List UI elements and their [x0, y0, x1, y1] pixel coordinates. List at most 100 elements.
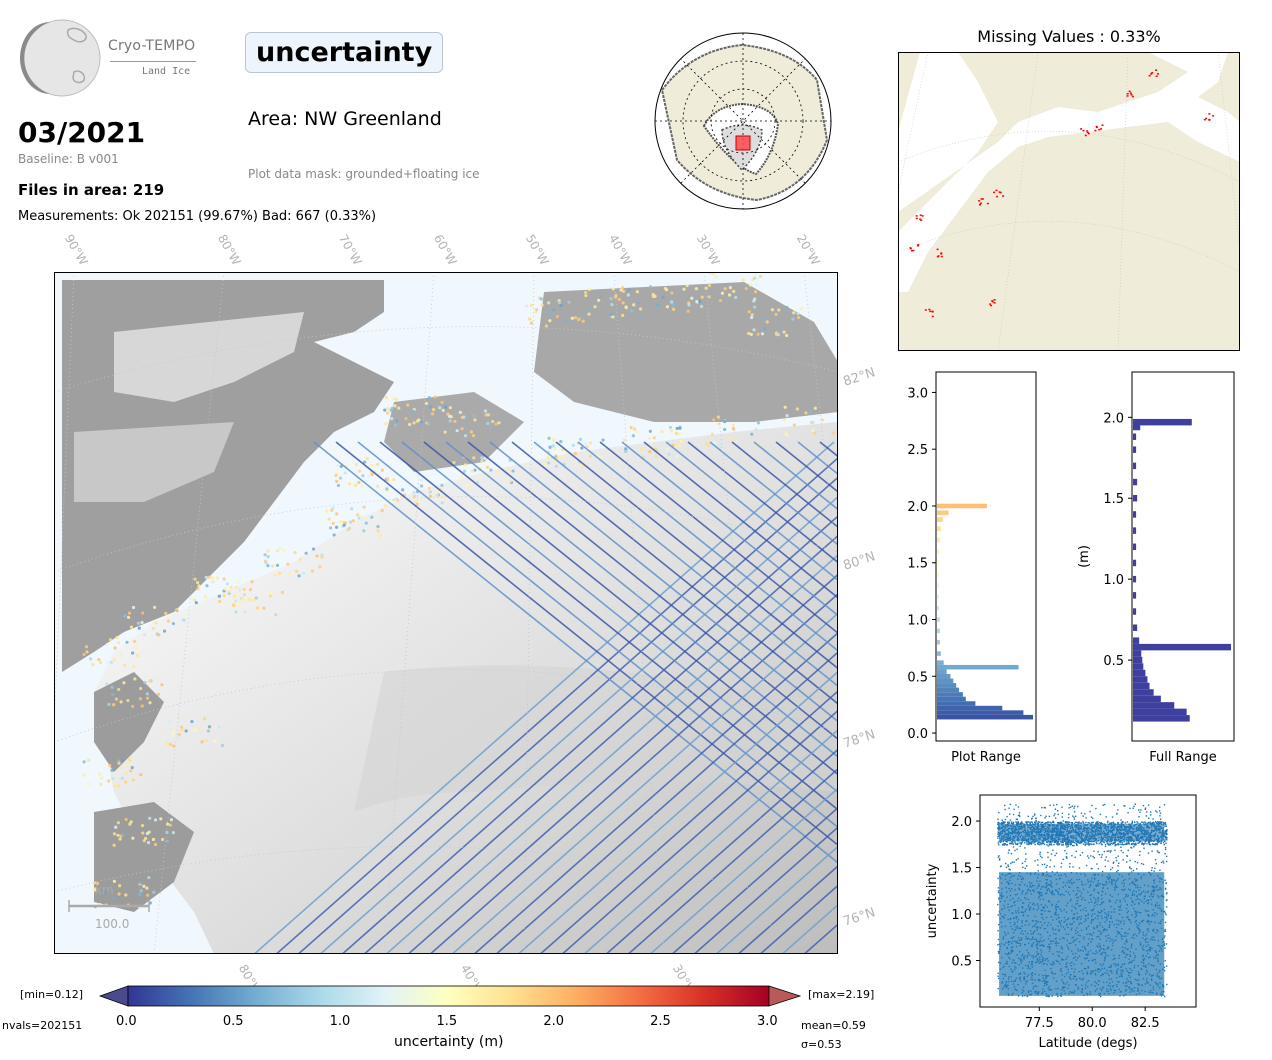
scatter-xtick-label: 77.5	[1025, 1016, 1054, 1031]
scatter-ytick-label: 1.0	[951, 908, 972, 923]
colorbar-tick-4: 2.0	[543, 1014, 565, 1029]
colorbar	[98, 985, 802, 1007]
histogram-bar	[1133, 676, 1148, 683]
histogram-bar	[937, 696, 966, 702]
histogram-bar	[937, 583, 939, 588]
histogram-bar	[1133, 559, 1137, 567]
histogram-bar	[1133, 689, 1154, 696]
track-line	[671, 806, 838, 954]
colorbar-label: uncertainty (m)	[394, 1034, 504, 1050]
track-line	[627, 767, 838, 954]
histogram-tick-label: 1.0	[1103, 573, 1124, 588]
track-line	[605, 748, 838, 954]
colorbar-tick-1: 0.5	[222, 1014, 244, 1029]
histogram-bar	[1133, 682, 1150, 690]
track-line	[297, 476, 838, 954]
histogram-bar	[937, 517, 943, 522]
colorbar-tick-6: 3.0	[757, 1014, 778, 1029]
lat-label-76n: 76°N	[841, 905, 878, 930]
histogram-bar	[1133, 702, 1175, 709]
lon-label-30w: 30°W	[693, 232, 723, 268]
histogram-bar	[937, 594, 939, 600]
cryotempo-logo: Cryo-TEMPO Land Ice	[18, 16, 208, 100]
histogram-tick-label: 0.5	[907, 670, 928, 685]
track-line	[385, 553, 838, 954]
histogram-ylabel: (m)	[1077, 545, 1092, 568]
histogram-tick-label: 1.5	[907, 557, 928, 572]
main-map-frame: km 100.0	[54, 272, 838, 954]
scatter-xtick-label: 82.5	[1131, 1016, 1160, 1031]
histogram-bar	[937, 660, 944, 665]
track-line	[649, 787, 838, 954]
nvals-label: nvals=202151	[2, 1019, 83, 1032]
histogram-xlabel: Plot Range	[951, 750, 1021, 765]
scatter-ytick-label: 2.0	[951, 815, 972, 830]
mask-label: Plot data mask: grounded+floating ice	[248, 167, 480, 181]
track-line	[561, 709, 838, 954]
histogram-bar	[1133, 575, 1137, 583]
track-line	[583, 728, 838, 954]
lon-label-70w: 70°W	[335, 232, 365, 268]
track-line	[473, 631, 838, 954]
polar-locator-map	[654, 32, 832, 210]
track-line	[693, 826, 838, 954]
right-charts: 0.0 0.5 1.0 1.5 2.0 2.5 3.0 Plot Range 0.5 1.0 1.5…	[907, 371, 1235, 1051]
histogram-bar	[1133, 446, 1137, 453]
histogram-bar	[1133, 663, 1144, 670]
track-line	[429, 592, 838, 954]
logo-title: Cryo-TEMPO	[108, 38, 196, 54]
histogram-bar	[937, 687, 960, 693]
scatter-ylabel: uncertainty	[925, 863, 940, 938]
histogram-bar	[937, 605, 939, 611]
histogram-tick-label: 0.5	[1103, 654, 1124, 669]
logo-divider	[110, 61, 196, 62]
histogram-tick-label: 2.0	[907, 500, 928, 515]
track-line	[341, 515, 838, 954]
missing-values-points	[909, 69, 1215, 318]
histogram-bar	[1133, 715, 1190, 722]
histogram-bar	[1133, 433, 1137, 440]
sigma-label: σ=0.53	[801, 1038, 842, 1051]
histogram-bar	[937, 710, 1024, 715]
area-highlight-box	[735, 135, 751, 151]
histogram-xlabel: Full Range	[1149, 750, 1217, 765]
histogram-bar	[1133, 624, 1138, 631]
histogram-bar	[937, 503, 987, 509]
colorbar-min-extend	[98, 985, 129, 1007]
histogram-bar	[1133, 423, 1141, 431]
lon-label-80w: 80°W	[214, 232, 244, 268]
lon-label-90w: 90°W	[61, 232, 91, 268]
histogram-bar	[937, 692, 963, 697]
track-line	[511, 441, 838, 705]
track-line	[665, 441, 838, 582]
satellite-tracks	[253, 441, 838, 954]
histogram-bar	[937, 669, 947, 675]
lon-label-50w: 50°W	[522, 232, 552, 268]
histogram-bar	[937, 510, 949, 516]
lon-label-60w: 60°W	[430, 232, 460, 268]
lat-label-78n: 78°N	[841, 727, 878, 752]
track-line	[709, 441, 838, 546]
histogram-bar	[937, 571, 939, 577]
histogram-bar	[937, 678, 954, 684]
histogram-bar	[1133, 708, 1187, 716]
histogram-bar	[1133, 462, 1137, 470]
colorbar-min-label: [min=0.12]	[20, 988, 84, 1001]
histogram-tick-label: 2.5	[907, 443, 928, 458]
period-date: 03/2021	[18, 116, 146, 149]
histogram-bar	[937, 714, 1033, 720]
lat-label-82n: 82°N	[841, 365, 878, 390]
track-line	[621, 441, 838, 617]
lat-label-80n: 80°N	[841, 549, 878, 574]
track-line	[363, 534, 838, 954]
track-line	[517, 670, 838, 954]
histogram-tick-label: 0.0	[907, 727, 928, 742]
track-line	[555, 441, 838, 670]
histogram-full-range: 0.5 1.0 1.5 2.0 Full Range (m)	[1077, 371, 1235, 765]
scatter-ytick-label: 1.5	[951, 862, 972, 877]
scale-unit: km	[95, 883, 114, 897]
histogram-bar	[1133, 495, 1138, 502]
histogram-bar	[937, 664, 1019, 670]
track-line	[715, 845, 838, 954]
colorbar-tick-0: 0.0	[116, 1014, 137, 1029]
